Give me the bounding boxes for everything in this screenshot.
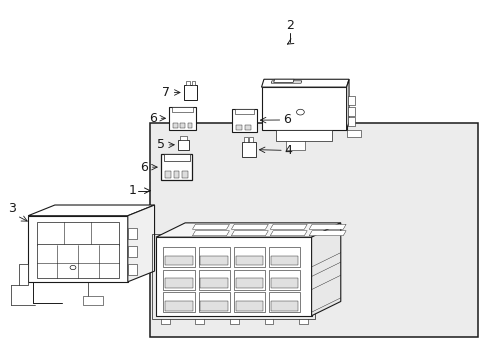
Text: 3: 3 — [8, 202, 16, 215]
Bar — [180, 136, 186, 140]
Bar — [347, 96, 355, 105]
Bar — [232, 109, 256, 132]
Bar — [234, 109, 254, 114]
Bar — [276, 130, 331, 141]
Polygon shape — [261, 79, 348, 87]
Bar — [152, 234, 315, 319]
Bar — [198, 270, 229, 289]
Bar — [242, 143, 255, 157]
Bar — [264, 319, 273, 324]
Text: 6: 6 — [283, 113, 291, 126]
Bar — [235, 256, 263, 265]
Text: 6: 6 — [149, 112, 157, 125]
Bar — [185, 81, 189, 85]
Polygon shape — [231, 224, 268, 229]
Text: 2: 2 — [285, 19, 294, 32]
Polygon shape — [231, 231, 268, 236]
Bar — [37, 222, 119, 246]
Bar — [236, 125, 242, 130]
Bar — [268, 247, 300, 267]
Bar — [161, 154, 192, 180]
Bar — [165, 256, 192, 265]
Polygon shape — [346, 79, 348, 130]
Bar — [233, 247, 264, 267]
Bar — [261, 87, 346, 130]
Bar — [235, 278, 263, 288]
Polygon shape — [311, 223, 340, 316]
Bar — [164, 171, 170, 178]
Bar — [191, 81, 195, 85]
Bar — [299, 319, 307, 324]
Polygon shape — [271, 81, 301, 83]
Bar — [198, 292, 229, 312]
Bar — [270, 256, 298, 265]
Bar — [268, 270, 300, 289]
Polygon shape — [156, 223, 340, 237]
Bar — [171, 107, 193, 112]
Bar — [244, 125, 250, 130]
Bar — [127, 228, 136, 239]
Text: 6: 6 — [140, 161, 148, 174]
Polygon shape — [273, 79, 293, 82]
Bar — [200, 301, 227, 311]
Bar — [346, 130, 361, 137]
Bar — [270, 301, 298, 311]
Bar — [173, 123, 178, 128]
Bar — [163, 247, 194, 267]
Bar — [200, 278, 227, 288]
Bar — [268, 292, 300, 312]
Bar — [233, 270, 264, 289]
Bar — [156, 237, 311, 316]
Bar — [37, 244, 119, 278]
Bar — [183, 85, 197, 100]
Bar — [28, 216, 127, 282]
Bar — [285, 141, 305, 150]
Bar — [163, 292, 194, 312]
Bar — [127, 264, 136, 275]
Text: 7: 7 — [162, 86, 170, 99]
Bar — [182, 171, 188, 178]
Polygon shape — [270, 231, 306, 236]
Bar — [244, 137, 248, 143]
Polygon shape — [308, 231, 346, 236]
Bar — [163, 270, 194, 289]
Bar — [173, 171, 179, 178]
Polygon shape — [192, 231, 229, 236]
Bar — [161, 319, 169, 324]
Polygon shape — [127, 205, 154, 282]
Bar — [169, 107, 196, 130]
Bar — [347, 107, 355, 116]
Bar — [180, 123, 185, 128]
Polygon shape — [270, 224, 306, 229]
Text: 4: 4 — [285, 144, 292, 157]
Bar — [165, 278, 192, 288]
Bar — [347, 117, 355, 126]
Polygon shape — [28, 205, 154, 216]
Bar — [178, 140, 188, 150]
Bar — [200, 256, 227, 265]
Bar — [198, 247, 229, 267]
Polygon shape — [308, 224, 346, 229]
Bar — [229, 319, 238, 324]
Bar — [233, 292, 264, 312]
Bar — [249, 137, 253, 143]
Bar — [163, 154, 189, 161]
Bar — [127, 246, 136, 257]
Bar — [165, 301, 192, 311]
Bar — [195, 319, 204, 324]
Text: 1: 1 — [128, 184, 136, 197]
Bar — [187, 123, 192, 128]
Polygon shape — [192, 224, 229, 229]
Bar — [235, 301, 263, 311]
Bar — [83, 296, 102, 305]
Bar — [20, 264, 28, 285]
Bar — [270, 278, 298, 288]
Text: 5: 5 — [157, 139, 165, 152]
Bar — [149, 123, 477, 337]
